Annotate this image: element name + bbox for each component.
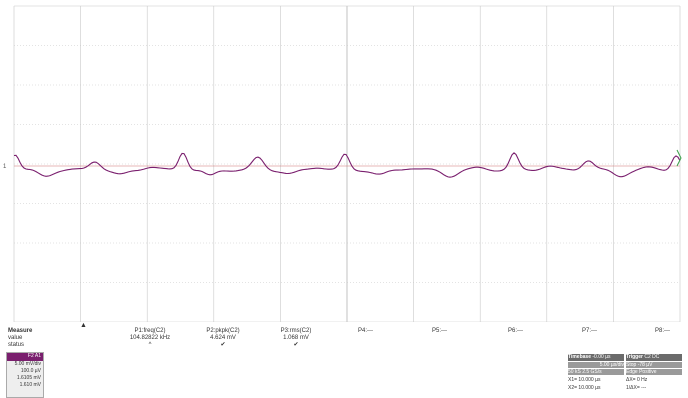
timebase-samples: 50 kS bbox=[568, 369, 581, 375]
measure-p4[interactable]: P4:--- bbox=[358, 328, 373, 335]
measure-p2[interactable]: P2:pkpk(C2) 4.624 mV ✔ bbox=[188, 328, 258, 349]
measure-pointer-icon: ▲ bbox=[80, 322, 87, 329]
waveform-display[interactable]: 1 bbox=[0, 0, 688, 322]
timebase-trigger-panel[interactable]: Timebase -0.00 µs Trigger C2 DC 5.00 µs/… bbox=[568, 354, 682, 394]
scope-grid bbox=[14, 6, 680, 322]
measure-p3-label: P3:rms(C2) bbox=[261, 328, 331, 335]
measure-title: Measure bbox=[8, 328, 32, 335]
measure-p1[interactable]: P1:freq(C2) 104.82822 kHz ^ bbox=[115, 328, 185, 349]
measure-row-status: status bbox=[8, 342, 32, 349]
channel-coupling: F2 A1 bbox=[28, 353, 41, 360]
channel-offset: 100.0 µV bbox=[7, 368, 43, 375]
measure-p3-value: 1.068 mV bbox=[261, 335, 331, 342]
cursor-dx: ΔX= 0 Hz bbox=[626, 377, 647, 383]
measure-p3[interactable]: P3:rms(C2) 1.068 mV ✔ bbox=[261, 328, 331, 349]
measure-p1-label: P1:freq(C2) bbox=[115, 328, 185, 335]
timebase-label: Timebase bbox=[568, 354, 591, 360]
channel-vdiv: 5.00 mV/div bbox=[7, 361, 43, 368]
measure-p4-label: P4:--- bbox=[358, 328, 373, 335]
channel-value-1: 1.6105 mV bbox=[7, 375, 43, 382]
measure-p8[interactable]: P8:--- bbox=[655, 328, 670, 335]
measure-p2-label: P2:pkpk(C2) bbox=[188, 328, 258, 335]
trigger-slope: Positive bbox=[639, 369, 657, 375]
measure-p8-label: P8:--- bbox=[655, 328, 670, 335]
measure-p6[interactable]: P6:--- bbox=[508, 328, 523, 335]
timebase-rate: 2.5 GS/s bbox=[582, 369, 601, 375]
trigger-mode: Stop bbox=[626, 362, 636, 368]
measure-p3-status: ✔ bbox=[261, 342, 331, 349]
measure-p1-status: ^ bbox=[115, 342, 185, 349]
measure-row-value: value bbox=[8, 335, 32, 342]
measure-p6-label: P6:--- bbox=[508, 328, 523, 335]
channel-value-2: 1.610 mV bbox=[7, 382, 43, 389]
cursor-x2: X2= 10.000 µs bbox=[568, 385, 601, 391]
trigger-value: C2 DC bbox=[644, 354, 659, 360]
channel-descriptor-box[interactable]: F2 A1 5.00 mV/div 100.0 µV 1.6105 mV 1.6… bbox=[6, 352, 44, 398]
trigger-level: -78 µV bbox=[638, 362, 653, 368]
measure-p7[interactable]: P7:--- bbox=[582, 328, 597, 335]
trigger-type: Edge bbox=[626, 369, 638, 375]
measure-p1-value: 104.82822 kHz bbox=[115, 335, 185, 342]
measure-p2-value: 4.624 mV bbox=[188, 335, 258, 342]
timebase-value: -0.00 µs bbox=[592, 354, 610, 360]
measurement-panel: Measure value status ▲ P1:freq(C2) 104.8… bbox=[0, 322, 688, 356]
cursor-inv-dx: 1/ΔX= --- bbox=[626, 385, 646, 391]
cursor-x1: X1= 10.000 µs bbox=[568, 377, 601, 383]
trigger-label: Trigger bbox=[626, 354, 643, 360]
measure-p7-label: P7:--- bbox=[582, 328, 597, 335]
measure-p2-status: ✔ bbox=[188, 342, 258, 349]
ground-marker[interactable]: 1 bbox=[3, 164, 7, 170]
timebase-tdiv: 5.00 µs/div bbox=[600, 362, 624, 368]
channel-header: F2 A1 bbox=[7, 353, 43, 361]
measure-p5[interactable]: P5:--- bbox=[432, 328, 447, 335]
measure-p5-label: P5:--- bbox=[432, 328, 447, 335]
